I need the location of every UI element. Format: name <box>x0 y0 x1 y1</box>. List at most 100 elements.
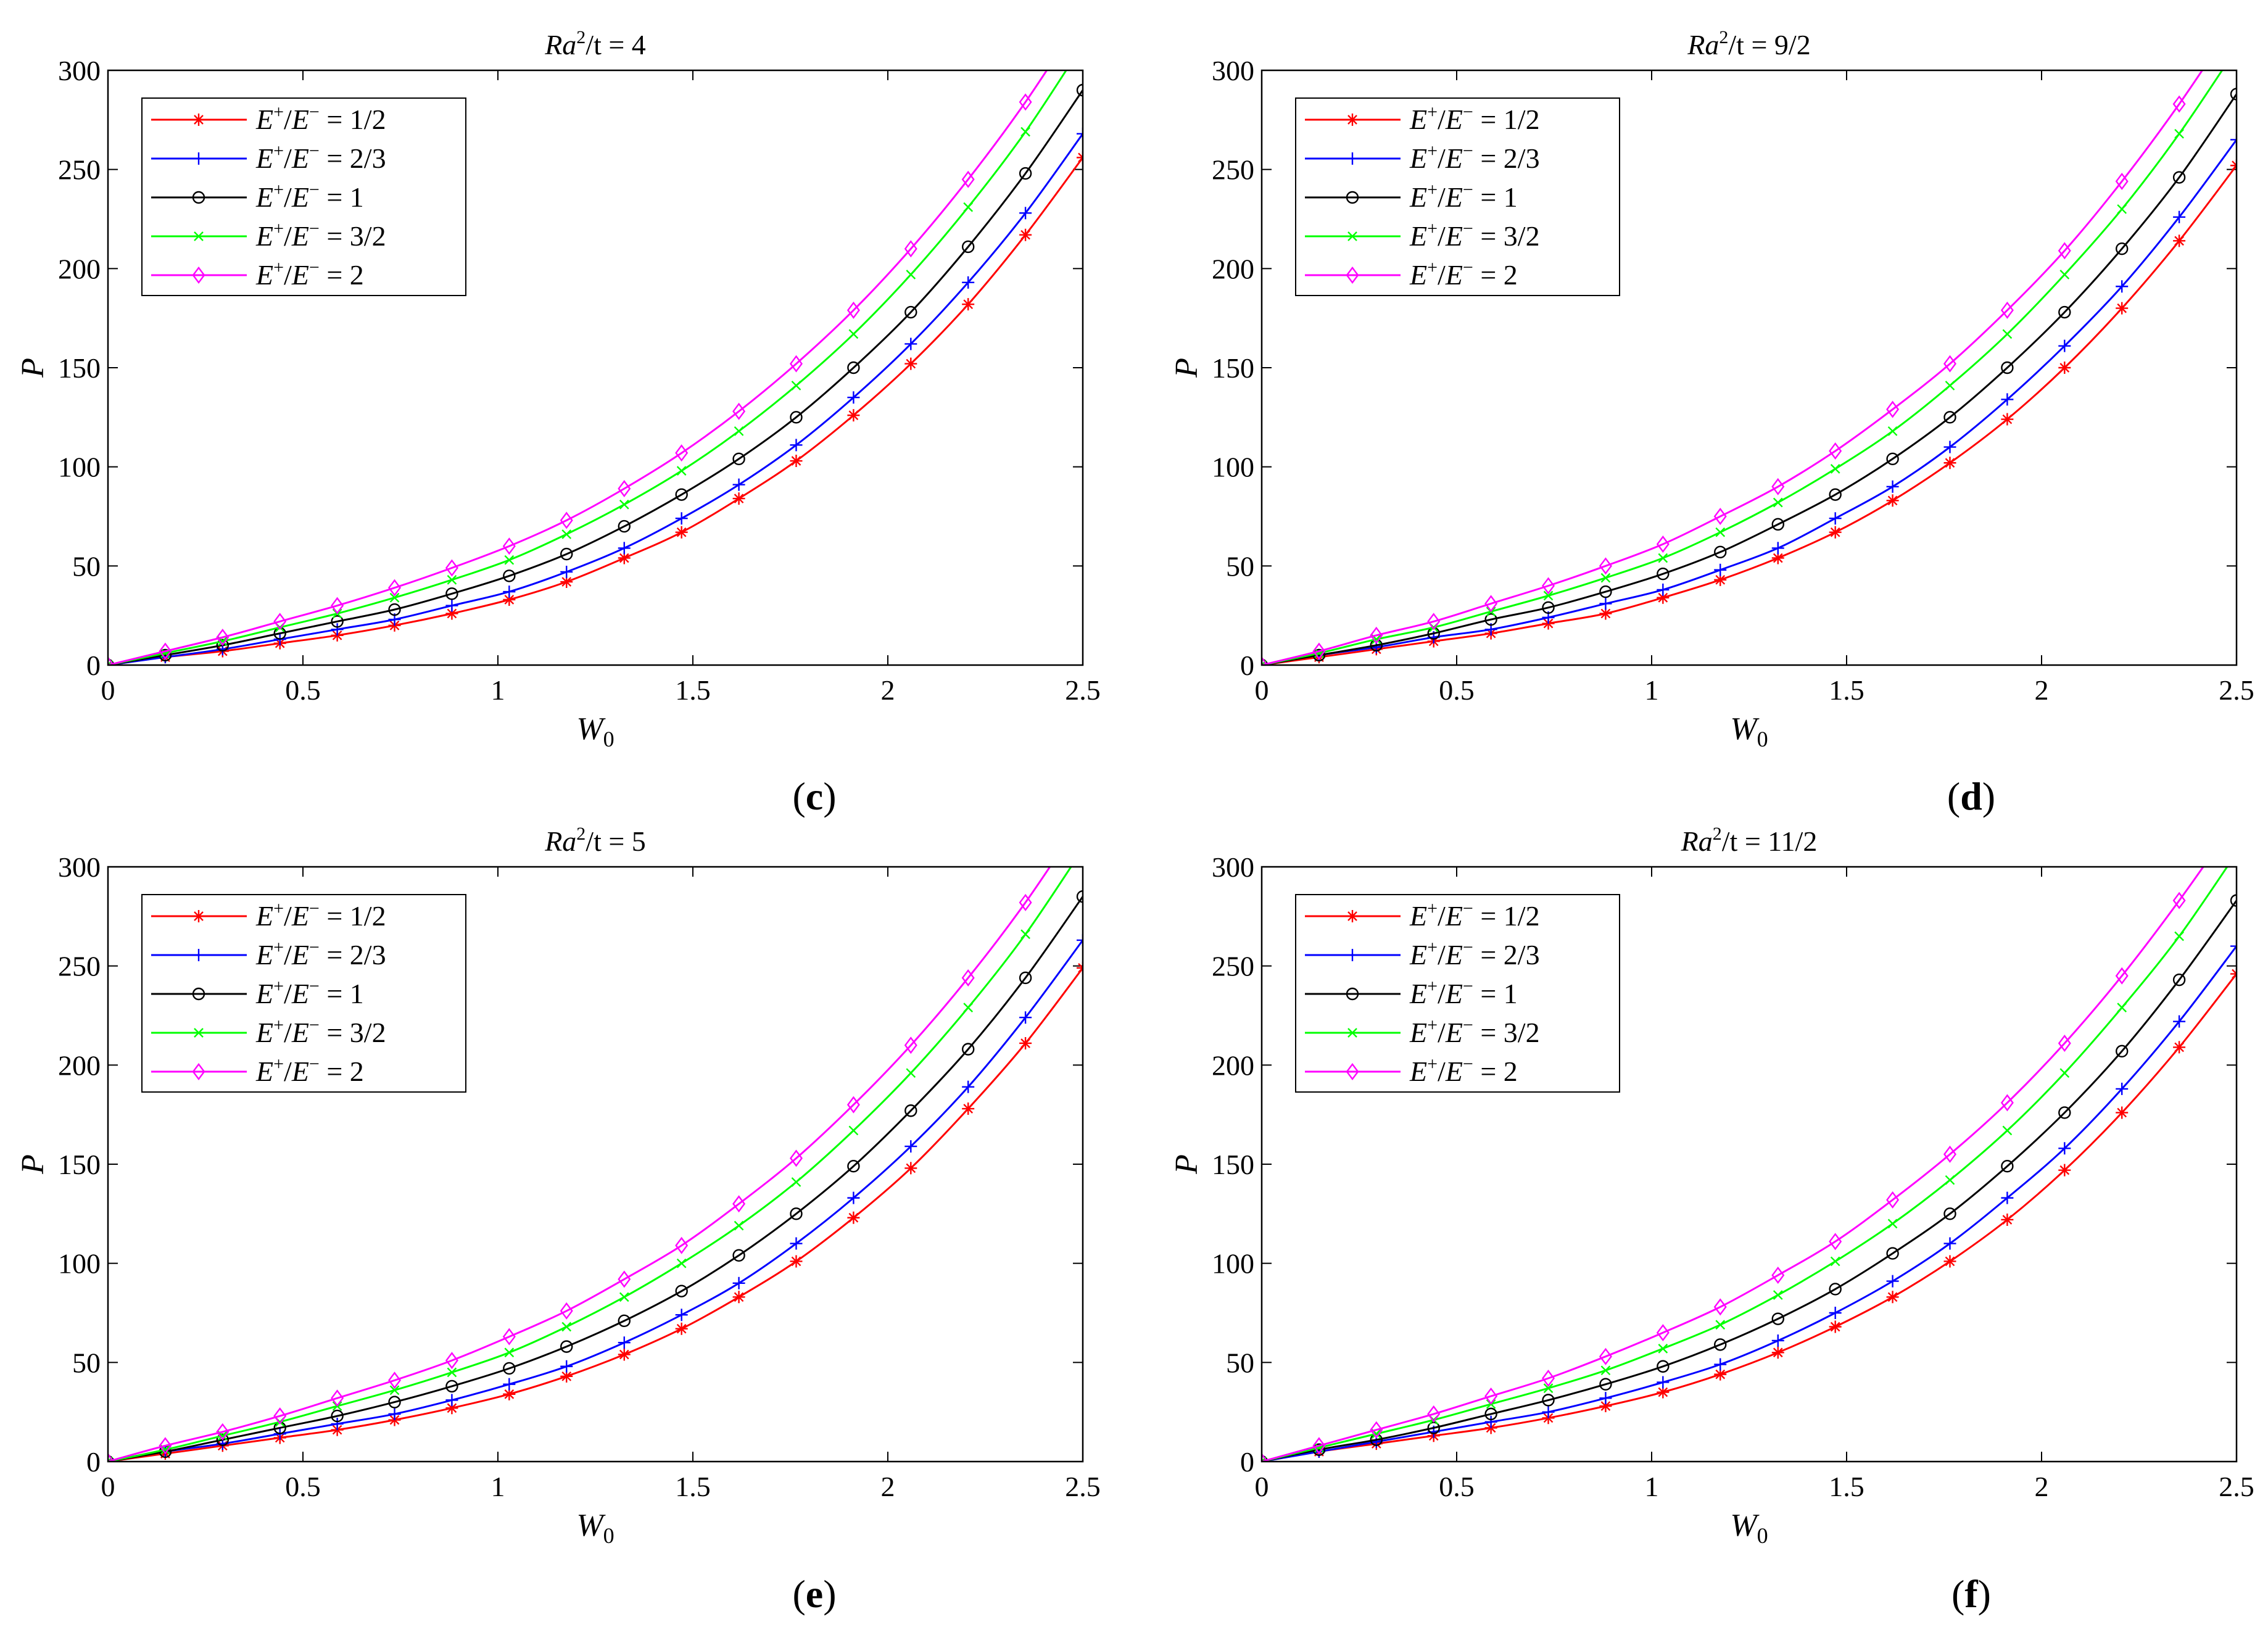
data-point <box>389 592 400 603</box>
data-point <box>445 587 458 600</box>
data-point <box>1829 1233 1842 1251</box>
data-point <box>1656 535 1670 553</box>
y-tick-label: 150 <box>58 1149 101 1180</box>
chart-panel-d: Ra2/t = 9/2 0 0.5 1 1.5 2 2.5 0 50 100 150 200 250 30… <box>1169 27 2254 751</box>
data-point <box>1886 400 1900 418</box>
data-point <box>1484 595 1498 613</box>
data-point <box>790 1207 803 1220</box>
data-point <box>2058 1142 2071 1155</box>
legend-label: E+/E− = 1/2 <box>255 898 386 932</box>
data-point <box>618 1314 631 1328</box>
y-tick-label: 50 <box>1226 550 1254 582</box>
series-line <box>1262 867 2204 1462</box>
x-tick-label: 0 <box>1255 674 1269 706</box>
data-point <box>389 1385 400 1396</box>
data-point <box>732 478 745 491</box>
data-point <box>2117 204 2127 214</box>
data-point <box>906 1068 916 1078</box>
legend-marker <box>1346 949 1359 961</box>
data-point <box>1943 1237 1956 1250</box>
data-point <box>1599 1392 1612 1405</box>
data-point <box>2115 967 2129 985</box>
data-point <box>1657 1376 1670 1389</box>
data-point <box>1658 1343 1668 1354</box>
data-point <box>1600 573 1611 583</box>
data-point <box>1714 1368 1727 1381</box>
data-point <box>2000 1094 2014 1112</box>
data-point <box>1019 167 1032 180</box>
legend-item: E+/E− = 2/3 <box>1305 937 1540 970</box>
y-tick-label: 200 <box>1212 253 1254 284</box>
data-point <box>790 455 803 468</box>
legend-item: E+/E− = 1 <box>151 180 364 213</box>
data-point <box>790 411 803 424</box>
data-point <box>1773 1290 1783 1300</box>
legend-item: E+/E− = 3/2 <box>1305 1015 1540 1048</box>
data-point <box>2002 1125 2013 1136</box>
chart-title: Ra2/t = 11/2 <box>1681 824 1818 857</box>
data-point <box>1656 1324 1670 1342</box>
data-point <box>2174 931 2184 941</box>
data-point <box>560 576 573 589</box>
data-point <box>1886 1191 1900 1209</box>
legend-marker <box>1346 1063 1359 1080</box>
data-point <box>1886 452 1899 466</box>
x-tick-label: 0 <box>1255 1471 1269 1502</box>
data-point <box>1714 563 1727 576</box>
legend-item: E+/E− = 1 <box>151 976 364 1009</box>
data-point <box>1599 607 1612 620</box>
y-tick-label: 250 <box>58 154 101 186</box>
panel-label: (d) <box>1947 774 1995 818</box>
legend-label: E+/E− = 1/2 <box>255 102 386 135</box>
data-point <box>675 444 689 462</box>
data-point <box>1019 207 1032 220</box>
data-point <box>503 569 516 582</box>
legend-marker <box>192 152 205 165</box>
legend-marker <box>1347 231 1357 241</box>
legend-marker <box>192 987 205 1001</box>
legend-label: E+/E− = 2/3 <box>255 141 386 174</box>
data-point <box>447 1367 457 1378</box>
data-point <box>2173 234 2186 247</box>
data-point <box>1943 411 1956 424</box>
data-point <box>1370 1421 1383 1439</box>
y-tick-label: 100 <box>1212 1248 1254 1280</box>
legend-item: E+/E− = 2/3 <box>151 141 386 174</box>
data-point <box>1886 1291 1899 1304</box>
data-point <box>1943 1207 1956 1220</box>
y-axis-label: P <box>15 358 51 378</box>
legend-marker <box>1346 987 1359 1001</box>
data-point <box>503 1378 516 1391</box>
data-point <box>1076 83 1083 97</box>
data-point <box>732 492 745 505</box>
x-tick-label: 1 <box>491 1471 505 1502</box>
data-point <box>1713 1298 1727 1316</box>
data-point <box>1829 1283 1842 1296</box>
data-point <box>560 1340 573 1353</box>
data-point <box>1771 518 1784 531</box>
data-point <box>560 1360 573 1373</box>
data-point <box>273 613 287 631</box>
data-point <box>1427 613 1441 631</box>
data-point <box>847 1160 860 1173</box>
series-1 <box>1262 940 2237 1462</box>
series-3 <box>1262 867 2229 1462</box>
data-point <box>618 1270 631 1288</box>
y-tick-label: 200 <box>58 253 101 284</box>
data-point <box>904 305 917 319</box>
x-axis-label: W0 <box>576 1508 614 1548</box>
data-point <box>1484 613 1497 626</box>
data-point <box>388 579 402 597</box>
data-point <box>904 1140 917 1153</box>
y-tick-label: 100 <box>58 1248 101 1280</box>
data-point <box>732 1276 745 1289</box>
series-2 <box>108 83 1083 665</box>
legend-item: E+/E− = 1 <box>1305 976 1518 1009</box>
data-point <box>2058 339 2071 352</box>
data-point <box>618 480 631 498</box>
x-tick-label: 1 <box>1645 1471 1659 1502</box>
data-point <box>1019 93 1032 111</box>
legend-item: E+/E− = 1/2 <box>1305 898 1540 932</box>
data-point <box>503 1388 516 1400</box>
data-point <box>732 1249 745 1262</box>
